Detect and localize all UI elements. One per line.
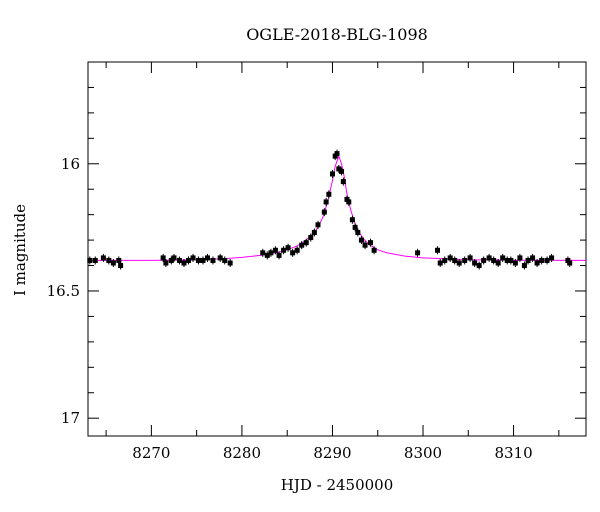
data-point bbox=[362, 242, 368, 248]
y-tick-label: 17 bbox=[61, 409, 80, 427]
data-point bbox=[452, 257, 458, 263]
data-point bbox=[311, 229, 317, 235]
data-point bbox=[176, 257, 182, 263]
data-point bbox=[260, 250, 266, 256]
data-point bbox=[415, 250, 421, 256]
data-point bbox=[163, 260, 169, 266]
data-point bbox=[344, 196, 350, 202]
data-point bbox=[512, 260, 518, 266]
data-point bbox=[168, 257, 174, 263]
plot-area: 8270 8280 8290 8300 8310 16 16.5 17 bbox=[47, 61, 587, 462]
data-point bbox=[299, 242, 305, 248]
data-point bbox=[285, 245, 291, 251]
x-tick-label: 8270 bbox=[132, 444, 170, 462]
data-point bbox=[565, 257, 571, 263]
data-point bbox=[500, 255, 506, 261]
data-point bbox=[268, 250, 274, 256]
data-point bbox=[110, 260, 116, 266]
data-point bbox=[508, 257, 514, 263]
data-point bbox=[87, 257, 93, 263]
x-axis-label: HJD - 2450000 bbox=[281, 476, 394, 494]
data-point bbox=[281, 247, 287, 253]
data-point bbox=[186, 257, 192, 263]
y-axis-label: I magnitude bbox=[11, 204, 29, 296]
data-point bbox=[195, 257, 201, 263]
data-point bbox=[294, 247, 300, 253]
data-point bbox=[371, 247, 377, 253]
plot-frame bbox=[87, 61, 587, 437]
data-point bbox=[323, 199, 329, 205]
data-point bbox=[336, 166, 342, 172]
data-point bbox=[118, 263, 124, 269]
data-point bbox=[368, 240, 374, 246]
data-point bbox=[92, 257, 98, 263]
data-point bbox=[160, 255, 166, 261]
data-point bbox=[476, 263, 482, 269]
data-point bbox=[290, 250, 296, 256]
data-point bbox=[491, 257, 497, 263]
data-point bbox=[200, 257, 206, 263]
data-point bbox=[517, 255, 523, 261]
data-point bbox=[472, 260, 478, 266]
data-point bbox=[346, 199, 352, 205]
data-point bbox=[549, 255, 555, 261]
data-point bbox=[521, 263, 527, 269]
data-point bbox=[447, 255, 453, 261]
data-point bbox=[227, 260, 233, 266]
data-point bbox=[340, 179, 346, 185]
data-point bbox=[106, 257, 112, 263]
data-point bbox=[467, 255, 473, 261]
data-point bbox=[544, 257, 550, 263]
data-point bbox=[525, 257, 531, 263]
data-point bbox=[303, 240, 309, 246]
data-point bbox=[534, 260, 540, 266]
x-tick-label: 8290 bbox=[313, 444, 351, 462]
data-point bbox=[222, 257, 228, 263]
data-point bbox=[334, 151, 340, 157]
data-point bbox=[530, 255, 536, 261]
data-point bbox=[358, 237, 364, 243]
data-point bbox=[217, 255, 223, 261]
data-point bbox=[456, 260, 462, 266]
data-point bbox=[504, 257, 510, 263]
data-point bbox=[437, 260, 443, 266]
x-tick-label: 8280 bbox=[223, 444, 261, 462]
data-point bbox=[539, 257, 545, 263]
data-point bbox=[116, 257, 122, 263]
data-point bbox=[352, 224, 358, 230]
data-point bbox=[276, 252, 282, 258]
model-curve bbox=[88, 154, 587, 261]
data-point bbox=[462, 257, 468, 263]
y-tick-label: 16.5 bbox=[47, 282, 80, 300]
data-point bbox=[171, 255, 177, 261]
data-point bbox=[567, 260, 573, 266]
data-point bbox=[210, 257, 216, 263]
data-point bbox=[100, 255, 106, 261]
data-point bbox=[435, 247, 441, 253]
chart-title: OGLE-2018-BLG-1098 bbox=[246, 25, 428, 44]
data-point bbox=[486, 255, 492, 261]
data-point bbox=[181, 260, 187, 266]
data-point bbox=[339, 168, 345, 174]
data-point bbox=[321, 209, 327, 215]
data-point bbox=[264, 252, 270, 258]
x-tick-label: 8300 bbox=[404, 444, 442, 462]
data-point bbox=[190, 255, 196, 261]
x-tick-label: 8310 bbox=[494, 444, 532, 462]
data-point bbox=[355, 229, 361, 235]
y-tick-label: 16 bbox=[61, 155, 80, 173]
data-point bbox=[329, 171, 335, 177]
data-point bbox=[481, 257, 487, 263]
data-point bbox=[326, 191, 332, 197]
data-point bbox=[332, 153, 338, 159]
data-point bbox=[442, 257, 448, 263]
data-point bbox=[495, 260, 501, 266]
data-point bbox=[315, 222, 321, 228]
data-point bbox=[308, 235, 314, 241]
data-point bbox=[205, 255, 211, 261]
data-point bbox=[349, 217, 355, 223]
data-point bbox=[272, 247, 278, 253]
